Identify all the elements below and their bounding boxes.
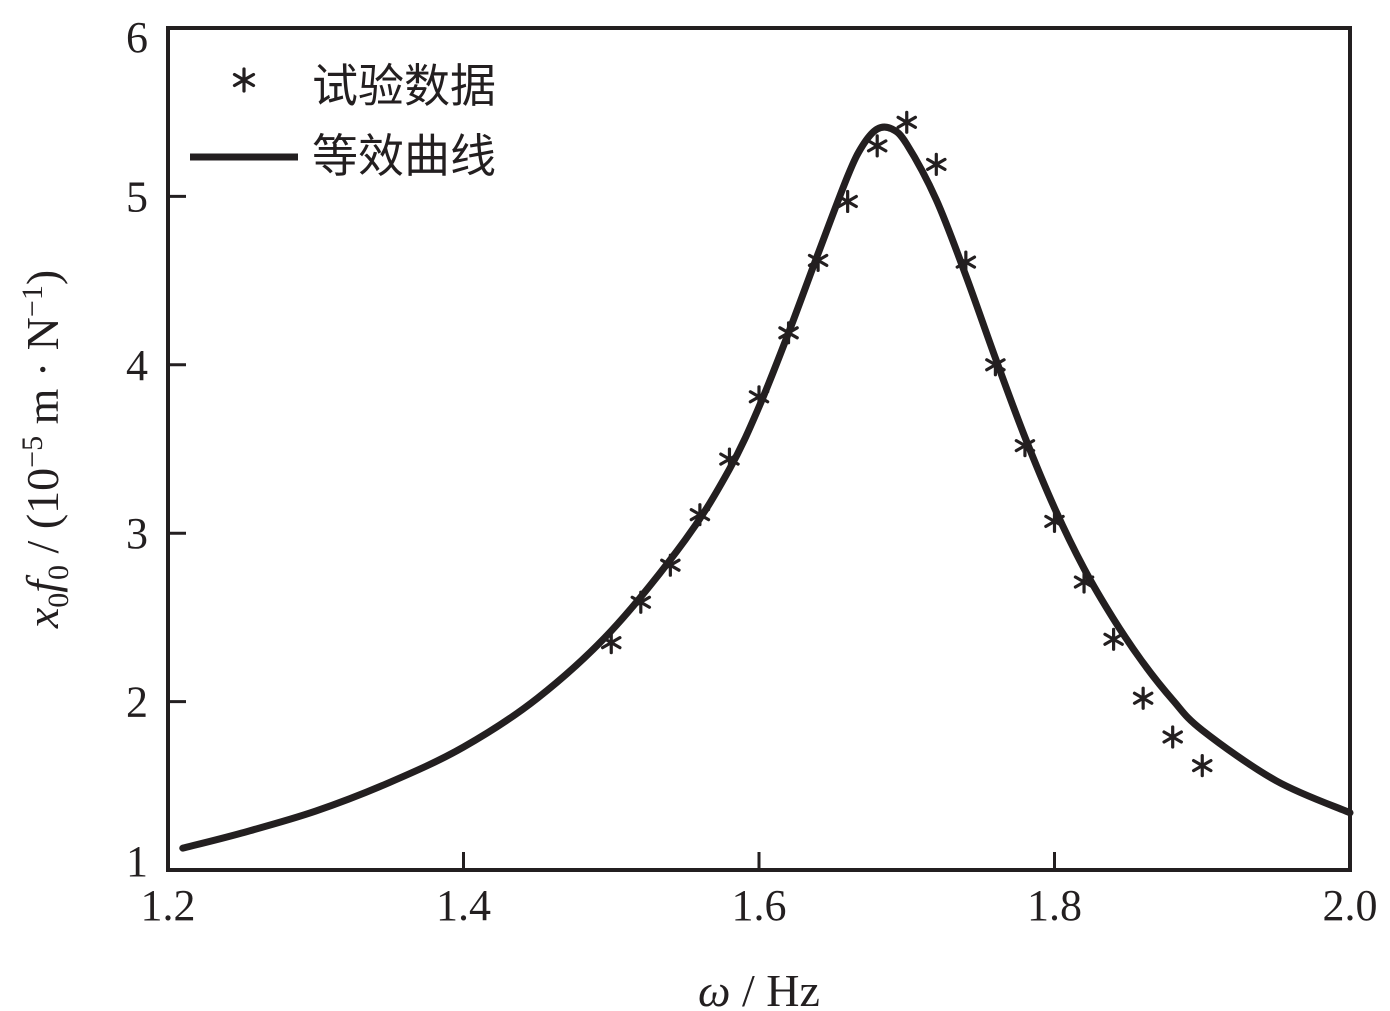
legend-marker-asterisk — [232, 67, 256, 93]
y-tick-label: 3 — [126, 509, 148, 558]
data-point — [1044, 509, 1065, 534]
y-tick-label: 4 — [126, 341, 148, 390]
y-axis-title: x0f0 / (10−5 m · N−1) — [16, 270, 75, 629]
data-point — [719, 447, 740, 471]
data-point — [926, 152, 947, 177]
x-tick-label: 1.2 — [141, 881, 196, 930]
data-point — [689, 503, 711, 527]
data-point — [1103, 627, 1124, 651]
series-line-fit — [179, 123, 1354, 852]
data-point — [866, 134, 888, 158]
y-tick-label: 5 — [126, 172, 148, 221]
legend-asterisk — [232, 67, 256, 93]
legend: 试验数据 等效曲线 — [190, 59, 496, 183]
data-point — [1132, 686, 1154, 710]
marks-layer — [179, 110, 1354, 852]
y-tick-label: 1 — [126, 837, 148, 886]
data-point — [630, 590, 652, 614]
ticks-layer: 1.2 1.4 1.6 1.8 2.0 1 2 3 4 5 6 — [126, 13, 1378, 930]
x-tick-label: 1.8 — [1027, 881, 1082, 930]
data-point — [1191, 753, 1213, 778]
data-point — [778, 321, 799, 345]
data-point — [896, 110, 918, 134]
data-point — [985, 353, 1006, 377]
data-point — [955, 250, 977, 274]
legend-label-fit: 等效曲线 — [312, 129, 496, 183]
data-point — [837, 189, 858, 214]
data-point — [600, 631, 622, 655]
data-point — [1073, 570, 1095, 594]
data-point — [1162, 725, 1183, 749]
y-tick-label: 6 — [126, 13, 148, 62]
data-point — [660, 553, 681, 577]
data-point — [807, 248, 829, 272]
data-point — [748, 385, 770, 409]
x-tick-label: 1.4 — [436, 881, 491, 930]
x-tick-label: 2.0 — [1323, 881, 1378, 930]
x-tick-label: 1.6 — [732, 881, 787, 930]
y-tick-label: 2 — [126, 678, 148, 727]
x-axis-title: ω / Hz — [698, 965, 820, 1011]
data-point — [1014, 434, 1036, 458]
legend-label-experiment: 试验数据 — [312, 59, 496, 113]
